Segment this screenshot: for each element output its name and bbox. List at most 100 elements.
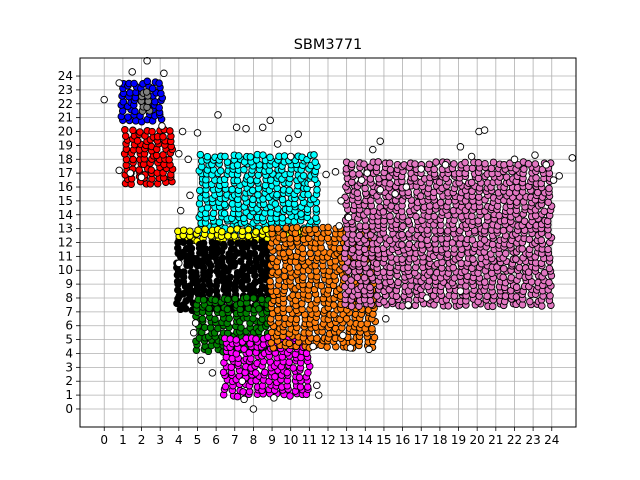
x-tick-label: 18 <box>432 433 447 447</box>
data-point <box>379 208 388 216</box>
data-point <box>370 333 379 342</box>
data-point <box>437 235 446 243</box>
x-tick-label: 21 <box>488 433 503 447</box>
outlier-point <box>365 345 373 354</box>
data-point <box>306 249 314 258</box>
outlier-point <box>128 68 136 76</box>
outlier-point <box>441 161 450 169</box>
data-point <box>366 269 374 277</box>
outlier-point <box>266 116 274 125</box>
outlier-point <box>176 206 185 215</box>
data-point <box>292 315 301 324</box>
y-tick-label: 4 <box>65 346 73 360</box>
data-point <box>262 225 270 234</box>
x-tick-label: 15 <box>376 433 391 447</box>
data-point <box>259 151 267 159</box>
data-point <box>223 305 232 314</box>
data-point <box>461 158 469 167</box>
data-point <box>293 223 301 232</box>
data-point <box>298 244 307 253</box>
outlier-point <box>178 127 187 136</box>
data-point <box>444 250 452 258</box>
data-point <box>430 212 438 221</box>
data-point <box>380 297 388 306</box>
data-point <box>205 304 213 313</box>
data-point <box>312 214 320 222</box>
data-point <box>226 273 234 282</box>
outlier-point <box>467 152 476 161</box>
data-point <box>449 263 457 272</box>
data-point <box>152 151 161 160</box>
outlier-point <box>193 129 202 137</box>
x-tick-label: 14 <box>358 433 373 447</box>
outlier-point <box>160 69 168 78</box>
data-point <box>130 79 138 88</box>
outlier-point <box>456 143 465 151</box>
data-point <box>512 283 521 291</box>
data-point <box>531 160 540 168</box>
data-point <box>221 152 229 161</box>
data-point <box>232 336 240 344</box>
data-point <box>219 240 228 249</box>
data-point <box>199 282 207 290</box>
outlier-point <box>184 155 192 164</box>
data-point <box>297 210 305 218</box>
data-point <box>524 160 533 168</box>
data-point <box>348 160 356 169</box>
y-tick-label: 3 <box>65 360 73 374</box>
data-point <box>221 382 230 391</box>
data-point <box>324 223 332 232</box>
x-tick-label: 2 <box>138 433 146 447</box>
data-point <box>313 334 321 343</box>
data-point <box>179 238 188 246</box>
data-point <box>245 349 254 357</box>
y-tick-label: 17 <box>58 166 73 180</box>
data-point <box>121 132 130 140</box>
data-point <box>285 339 294 348</box>
data-point <box>374 158 382 166</box>
data-point <box>285 186 294 195</box>
data-point <box>363 208 371 216</box>
y-tick-label: 1 <box>65 388 73 402</box>
outlier-point <box>391 190 399 198</box>
y-tick-label: 10 <box>58 263 73 277</box>
outlier-point <box>510 155 519 164</box>
data-point <box>244 225 253 234</box>
data-point <box>244 232 253 240</box>
data-point <box>501 292 510 300</box>
y-tick-label: 5 <box>65 333 73 347</box>
data-point <box>501 249 510 258</box>
data-point <box>341 274 349 282</box>
data-point <box>231 294 239 303</box>
chart-title: SBM3771 <box>294 37 363 53</box>
outlier-point <box>542 161 550 169</box>
data-point <box>425 202 434 210</box>
data-point <box>347 276 355 284</box>
data-point <box>488 240 497 249</box>
outlier-point <box>273 140 282 148</box>
data-point <box>313 186 321 194</box>
data-point <box>201 225 209 234</box>
data-point <box>233 176 242 185</box>
data-point <box>518 245 526 253</box>
data-point <box>224 232 232 240</box>
data-point <box>411 160 419 168</box>
data-point <box>355 231 364 240</box>
data-point <box>166 127 174 135</box>
y-tick-label: 0 <box>65 402 73 416</box>
data-point <box>489 158 498 167</box>
outlier-point <box>307 180 315 188</box>
data-point <box>545 184 553 193</box>
outlier-point <box>115 166 123 175</box>
data-point <box>192 254 200 263</box>
data-point <box>157 89 165 98</box>
data-point <box>500 264 508 273</box>
y-tick-label: 6 <box>65 319 73 333</box>
x-tick-label: 23 <box>525 433 540 447</box>
data-point <box>450 245 458 253</box>
data-point <box>147 166 156 174</box>
data-point <box>202 176 210 184</box>
data-point <box>250 239 259 247</box>
data-point <box>432 158 440 166</box>
data-point <box>481 278 489 286</box>
